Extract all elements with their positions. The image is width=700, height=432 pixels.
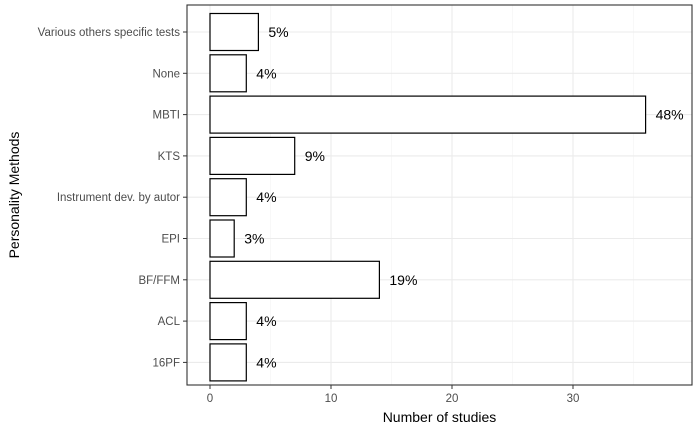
- bar: [209, 136, 296, 175]
- data-labels: 5% 4% 48% 9% 4% 3% 19% 4% 4%: [244, 24, 683, 370]
- x-tick-label: 30: [567, 393, 580, 405]
- x-tick-label: 10: [325, 393, 338, 405]
- bar-data-label: 19%: [389, 272, 417, 288]
- bar: [209, 54, 247, 93]
- bar-data-label: 4%: [256, 354, 276, 370]
- bar: [209, 302, 247, 341]
- bar: [209, 219, 235, 258]
- x-tick-label: 0: [207, 393, 213, 405]
- y-tick-label: EPI: [161, 234, 180, 246]
- y-tick-label: None: [153, 68, 181, 80]
- y-tick-label: BF/FFM: [138, 275, 180, 287]
- bar-data-label: 5%: [268, 24, 288, 40]
- bar-data-label: 9%: [305, 148, 325, 164]
- bar: [209, 260, 380, 299]
- y-tick-label: MBTI: [153, 110, 180, 122]
- y-tick-label: Instrument dev. by autor: [57, 192, 180, 204]
- x-axis-ticks: 0 10 20 30: [207, 385, 580, 405]
- bar: [209, 12, 260, 52]
- bars: [209, 12, 647, 382]
- y-tick-label: KTS: [158, 151, 181, 163]
- panel-border: [186, 4, 693, 386]
- bar-data-label: 4%: [256, 313, 276, 329]
- bar: [209, 343, 247, 382]
- y-tick-label: 16PF: [153, 357, 181, 369]
- x-tick-label: 20: [446, 393, 459, 405]
- bar-data-label: 3%: [244, 231, 264, 247]
- y-tick-label: ACL: [158, 316, 181, 328]
- x-axis-title: Number of studies: [383, 409, 497, 425]
- y-axis-ticks: Various others specific tests None MBTI KTS…: [38, 27, 187, 369]
- bar: [209, 95, 647, 134]
- bar-data-label: 4%: [256, 65, 276, 81]
- bar: [209, 178, 247, 217]
- bar-data-label: 4%: [256, 189, 276, 205]
- y-axis-title: Personality Methods: [6, 132, 22, 259]
- y-tick-label: Various others specific tests: [38, 27, 181, 39]
- bar-data-label: 48%: [656, 107, 684, 123]
